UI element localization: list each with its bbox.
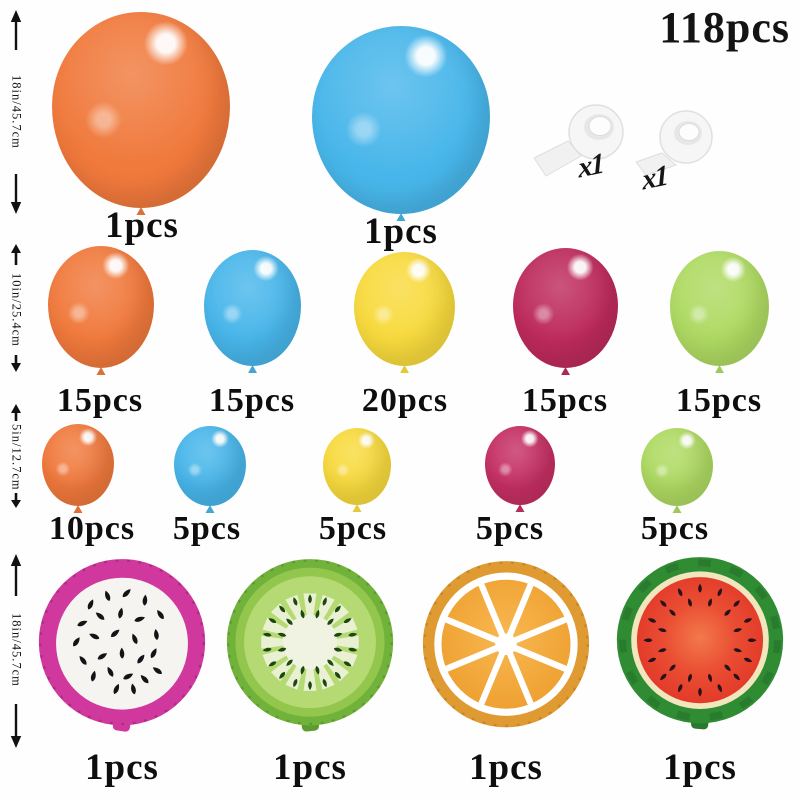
count-label-burgundy-5in: 5pcs xyxy=(475,510,545,547)
latex-balloon-yellow-5in xyxy=(323,428,391,505)
count-label-blue-10in: 15pcs xyxy=(208,382,296,419)
size-text: 10in/25.4cm xyxy=(9,273,24,347)
arrow-up-icon xyxy=(11,404,21,421)
latex-balloon-blue-5in xyxy=(174,426,246,506)
size-indicator-foil: 18in/45.7cm xyxy=(8,554,24,748)
size-indicator-small: 5in/12.7cm xyxy=(8,404,24,508)
count-label-green-5in: 5pcs xyxy=(640,510,710,547)
roll-qty-label: x1 xyxy=(577,147,604,185)
count-label-blue-5in: 5pcs xyxy=(172,510,242,547)
foil-balloon-orange-fruit xyxy=(422,561,590,728)
latex-balloon-yellow-10in xyxy=(354,252,455,366)
count-label-orange-5in: 10pcs xyxy=(48,510,136,547)
arrow-down-icon xyxy=(10,174,22,214)
latex-balloon-orange-18in xyxy=(52,12,230,208)
count-label-orange-18in: 1pcs xyxy=(105,205,179,246)
size-indicator-medium: 10in/25.4cm xyxy=(8,244,24,372)
size-text: 5in/12.7cm xyxy=(9,423,24,491)
arrow-down-icon xyxy=(11,493,21,508)
size-text: 18in/45.7cm xyxy=(9,613,24,687)
latex-balloon-green-10in xyxy=(670,251,769,366)
count-label-yellow-5in: 5pcs xyxy=(318,510,388,547)
latex-balloon-blue-10in xyxy=(204,250,301,366)
total-count-label: 118pcs xyxy=(659,3,790,52)
size-text: 18in/45.7cm xyxy=(9,75,24,149)
latex-balloon-orange-5in xyxy=(42,424,114,506)
count-label-kiwi: 1pcs xyxy=(273,747,347,788)
count-label-orange-10in: 15pcs xyxy=(56,382,144,419)
foil-balloon-dragon-fruit xyxy=(38,559,206,732)
arrow-up-icon xyxy=(11,244,21,265)
latex-balloon-orange-10in xyxy=(48,246,154,368)
arrow-down-icon xyxy=(11,355,21,372)
latex-balloon-green-5in xyxy=(641,428,713,506)
latex-balloon-burgundy-5in xyxy=(485,426,555,505)
arrow-up-icon xyxy=(10,10,22,50)
glue-dot-roll xyxy=(533,104,624,177)
size-indicator-large: 18in/45.7cm xyxy=(8,10,24,214)
count-label-dragon-fruit: 1pcs xyxy=(85,747,159,788)
latex-balloon-burgundy-10in xyxy=(513,248,618,368)
count-label-blue-18in: 1pcs xyxy=(364,211,438,252)
foil-balloon-watermelon xyxy=(616,557,784,730)
latex-balloon-blue-18in xyxy=(312,26,490,214)
arrow-up-icon xyxy=(10,554,22,596)
count-label-burgundy-10in: 15pcs xyxy=(521,382,609,419)
count-label-watermelon: 1pcs xyxy=(663,747,737,788)
glue-dot-roll xyxy=(635,110,713,176)
count-label-green-10in: 15pcs xyxy=(675,382,763,419)
arrow-down-icon xyxy=(10,704,22,748)
roll-qty-label: x1 xyxy=(641,159,668,197)
count-label-yellow-10in: 20pcs xyxy=(361,382,449,419)
foil-balloon-kiwi xyxy=(226,559,394,732)
count-label-orange-fruit: 1pcs xyxy=(469,747,543,788)
